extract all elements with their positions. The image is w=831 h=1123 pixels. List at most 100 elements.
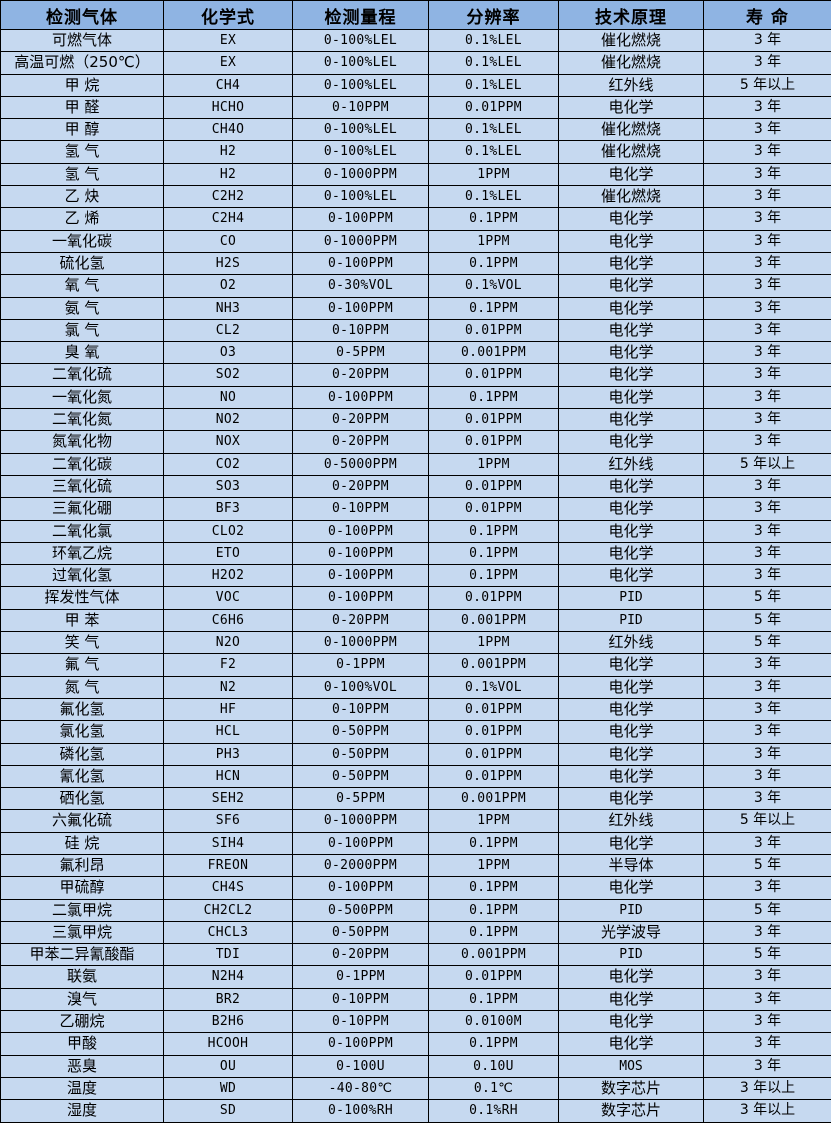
- cell-range: 0-100%LEL: [293, 74, 429, 96]
- cell-resolution: 1PPM: [429, 230, 559, 252]
- cell-formula: FREON: [164, 854, 293, 876]
- cell-gas: 氟化氢: [1, 698, 164, 720]
- cell-formula: H2: [164, 141, 293, 163]
- cell-principle: 电化学: [559, 520, 704, 542]
- cell-life: 3 年: [704, 208, 831, 230]
- cell-principle: 电化学: [559, 788, 704, 810]
- column-header-resolution: 分辨率: [429, 1, 559, 30]
- cell-range: 0-100U: [293, 1055, 429, 1077]
- cell-resolution: 0.1%LEL: [429, 141, 559, 163]
- cell-resolution: 0.01PPM: [429, 721, 559, 743]
- cell-formula: HCOOH: [164, 1033, 293, 1055]
- cell-principle: 电化学: [559, 409, 704, 431]
- cell-range: 0-100%VOL: [293, 676, 429, 698]
- cell-range: 0-1PPM: [293, 966, 429, 988]
- cell-life: 3 年: [704, 565, 831, 587]
- cell-range: 0-100%RH: [293, 1100, 429, 1122]
- cell-principle: PID: [559, 944, 704, 966]
- cell-gas: 氧 气: [1, 275, 164, 297]
- cell-range: 0-1000PPM: [293, 230, 429, 252]
- cell-formula: CLO2: [164, 520, 293, 542]
- cell-life: 5 年: [704, 944, 831, 966]
- cell-range: 0-20PPM: [293, 409, 429, 431]
- cell-range: 0-1PPM: [293, 654, 429, 676]
- cell-life: 3 年: [704, 676, 831, 698]
- cell-gas: 甲 醇: [1, 119, 164, 141]
- cell-resolution: 1PPM: [429, 453, 559, 475]
- cell-formula: SF6: [164, 810, 293, 832]
- cell-resolution: 0.01PPM: [429, 409, 559, 431]
- cell-gas: 甲苯二异氰酸酯: [1, 944, 164, 966]
- cell-resolution: 0.01PPM: [429, 498, 559, 520]
- cell-formula: CHCL3: [164, 921, 293, 943]
- cell-range: 0-1000PPM: [293, 163, 429, 185]
- cell-formula: H2: [164, 163, 293, 185]
- cell-range: 0-5PPM: [293, 342, 429, 364]
- cell-resolution: 1PPM: [429, 632, 559, 654]
- cell-gas: 二氧化氯: [1, 520, 164, 542]
- cell-principle: 电化学: [559, 297, 704, 319]
- cell-life: 3 年: [704, 1055, 831, 1077]
- cell-gas: 挥发性气体: [1, 587, 164, 609]
- cell-gas: 氢 气: [1, 141, 164, 163]
- cell-formula: HF: [164, 698, 293, 720]
- cell-gas: 二氧化碳: [1, 453, 164, 475]
- cell-resolution: 0.1PPM: [429, 899, 559, 921]
- cell-principle: 催化燃烧: [559, 30, 704, 52]
- cell-resolution: 0.1%RH: [429, 1100, 559, 1122]
- cell-gas: 甲酸: [1, 1033, 164, 1055]
- cell-gas: 三氧化硫: [1, 475, 164, 497]
- cell-resolution: 0.1PPM: [429, 877, 559, 899]
- cell-range: 0-50PPM: [293, 721, 429, 743]
- cell-life: 3 年以上: [704, 1077, 831, 1099]
- cell-principle: MOS: [559, 1055, 704, 1077]
- cell-resolution: 0.01PPM: [429, 698, 559, 720]
- cell-life: 3 年: [704, 297, 831, 319]
- cell-gas: 过氧化氢: [1, 565, 164, 587]
- cell-gas: 三氟化硼: [1, 498, 164, 520]
- cell-gas: 氯化氢: [1, 721, 164, 743]
- cell-formula: SD: [164, 1100, 293, 1122]
- cell-life: 3 年: [704, 252, 831, 274]
- cell-life: 3 年: [704, 52, 831, 74]
- cell-life: 3 年: [704, 698, 831, 720]
- cell-life: 3 年: [704, 921, 831, 943]
- cell-principle: 电化学: [559, 676, 704, 698]
- cell-gas: 联氨: [1, 966, 164, 988]
- cell-range: 0-20PPM: [293, 944, 429, 966]
- cell-resolution: 0.01PPM: [429, 743, 559, 765]
- cell-gas: 温度: [1, 1077, 164, 1099]
- cell-range: 0-100PPM: [293, 208, 429, 230]
- cell-principle: 数字芯片: [559, 1100, 704, 1122]
- cell-life: 3 年: [704, 765, 831, 787]
- cell-resolution: 0.001PPM: [429, 654, 559, 676]
- cell-principle: 电化学: [559, 877, 704, 899]
- cell-range: 0-100PPM: [293, 542, 429, 564]
- cell-life: 3 年: [704, 743, 831, 765]
- cell-formula: SEH2: [164, 788, 293, 810]
- cell-life: 5 年: [704, 632, 831, 654]
- cell-range: 0-100PPM: [293, 520, 429, 542]
- cell-formula: CO: [164, 230, 293, 252]
- cell-formula: N2H4: [164, 966, 293, 988]
- cell-range: 0-20PPM: [293, 431, 429, 453]
- cell-formula: NO2: [164, 409, 293, 431]
- cell-resolution: 0.1%LEL: [429, 186, 559, 208]
- cell-gas: 磷化氢: [1, 743, 164, 765]
- cell-resolution: 0.01PPM: [429, 431, 559, 453]
- cell-range: 0-20PPM: [293, 609, 429, 631]
- table-header: 检测气体 化学式 检测量程 分辨率 技术原理 寿 命: [1, 1, 831, 30]
- cell-life: 3 年: [704, 119, 831, 141]
- cell-life: 3 年: [704, 542, 831, 564]
- cell-range: 0-20PPM: [293, 475, 429, 497]
- cell-resolution: 0.01PPM: [429, 96, 559, 118]
- cell-resolution: 0.1PPM: [429, 988, 559, 1010]
- cell-range: 0-100PPM: [293, 297, 429, 319]
- cell-life: 3 年: [704, 431, 831, 453]
